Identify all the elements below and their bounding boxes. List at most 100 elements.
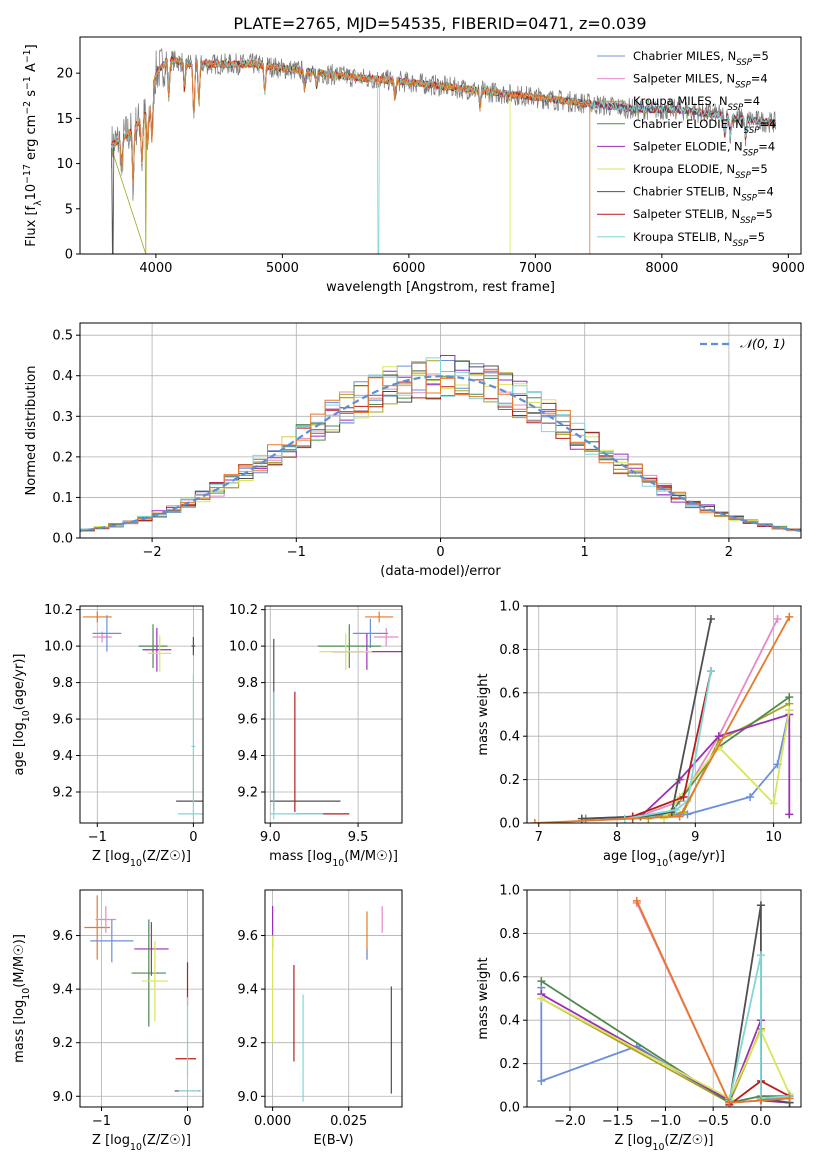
y-axis-label: Normed distribution — [24, 366, 39, 496]
legend-label: Salpeter ELODIE, NSSP=4 — [633, 139, 775, 158]
y-tick-label: 9.4 — [237, 749, 258, 764]
panel-age_vs_Z: −1 0 9.2 9.4 9.6 9.8 10.0 10.2 Z [log10(Z/Z☉)] ag… — [12, 603, 204, 869]
weight-marker — [756, 901, 765, 910]
y-tick-label: 0.6 — [499, 686, 520, 701]
y-tick-label: 9.2 — [237, 786, 258, 801]
y-tick-label: 0.0 — [499, 1101, 520, 1116]
y-tick-label: 0.4 — [52, 369, 73, 384]
x-tick-label: 9 — [691, 830, 699, 845]
x-tick-label: 1 — [581, 545, 589, 560]
weight-marker — [756, 951, 765, 960]
y-tick-label: 9.2 — [237, 1036, 258, 1051]
plot-area — [111, 48, 777, 254]
weight-marker — [679, 792, 688, 801]
errorbar-point — [138, 624, 168, 668]
legend-label: Chabrier MILES, NSSP=5 — [633, 49, 769, 68]
x-axis-label: Z [log10(Z/Z☉)] — [92, 849, 191, 869]
y-tick-label: 10.2 — [44, 603, 73, 618]
y-tick-label: 0.2 — [499, 773, 520, 788]
weight-marker — [706, 667, 715, 676]
errorbar-point — [142, 627, 172, 672]
weight-marker — [725, 1098, 734, 1107]
y-tick-label: 9.2 — [52, 1036, 73, 1051]
weight-marker — [632, 896, 641, 905]
x-axis-label: Z [log10(Z/Z☉)] — [92, 1133, 191, 1153]
legend-label: Chabrier ELODIE, NSSP=4 — [633, 117, 776, 136]
y-axis-label: mass weight — [476, 957, 491, 1039]
weight-marker — [746, 792, 755, 801]
x-tick-label: 6000 — [392, 261, 425, 276]
x-tick-label: 9.5 — [348, 830, 369, 845]
plot-area — [270, 611, 402, 820]
y-tick-label: 1.0 — [499, 884, 520, 899]
legend-label: Salpeter STELIB, NSSP=5 — [633, 207, 773, 226]
weight-marker — [675, 812, 684, 821]
x-tick-label: −2.0 — [554, 1114, 586, 1129]
weight-marker — [785, 810, 794, 819]
y-axis-label: age [log10(age/yr)] — [12, 654, 32, 776]
x-tick-label: −1.0 — [650, 1114, 682, 1129]
gaussian-curve — [80, 375, 801, 533]
y-tick-label: 10.0 — [229, 640, 258, 655]
errorbar-point — [131, 919, 167, 1027]
axes-frame — [79, 36, 802, 255]
x-tick-label: 8 — [613, 830, 621, 845]
x-axis-label: E(B-V) — [313, 1133, 353, 1148]
weight-marker — [785, 706, 794, 715]
legend-label: 𝒩(0, 1) — [740, 336, 786, 351]
legend-label: Kroupa MILES, NSSP=4 — [633, 94, 760, 113]
y-tick-label: 0.8 — [499, 643, 520, 658]
axes-frame — [526, 889, 802, 1108]
weight-line — [540, 980, 790, 1104]
plot-area — [84, 895, 201, 1092]
x-tick-label: 2 — [725, 545, 733, 560]
y-tick-label: 0 — [65, 248, 73, 263]
y-tick-label: 0.8 — [499, 927, 520, 942]
plot-area — [80, 355, 801, 534]
x-tick-label: 0 — [189, 830, 197, 845]
weight-marker — [537, 1076, 546, 1085]
legend-label: Chabrier STELIB, NSSP=4 — [633, 185, 774, 204]
weight-marker — [714, 732, 723, 741]
weight-marker — [660, 814, 668, 823]
errorbar-point — [352, 618, 388, 648]
x-tick-label: 10 — [765, 830, 782, 845]
x-tick-label: −1 — [88, 830, 107, 845]
weight-marker — [769, 799, 778, 808]
y-tick-label: 0.2 — [499, 1057, 520, 1072]
weight-marker — [537, 994, 546, 1003]
y-tick-label: 10 — [56, 157, 73, 172]
y-tick-label: 9.6 — [237, 929, 258, 944]
weight-marker — [785, 612, 794, 621]
x-tick-label: −1 — [92, 1114, 111, 1129]
x-tick-label: 0.000 — [254, 1114, 291, 1129]
x-tick-label: 5000 — [266, 261, 299, 276]
axes-frame — [264, 605, 403, 824]
x-tick-label: 9.0 — [260, 830, 281, 845]
panel-weight_vs_Z: −2.0 −1.5 −1.0 −0.5 0.0 0.0 0.2 0.4 0.6 0.8 1.0 Z [… — [476, 884, 802, 1153]
errorbar-point — [90, 919, 134, 963]
x-tick-label: 7 — [535, 830, 543, 845]
errorbar-point — [317, 624, 381, 668]
weight-line — [540, 997, 791, 1100]
axes-frame — [79, 889, 204, 1108]
y-tick-label: 0.6 — [499, 970, 520, 985]
x-tick-label: −1.5 — [602, 1114, 634, 1129]
axes-frame — [264, 889, 403, 1108]
y-tick-label: 0.3 — [52, 410, 73, 425]
weight-line — [624, 670, 712, 820]
weight-line — [632, 618, 779, 820]
weight-marker — [671, 805, 680, 814]
plot-area — [82, 611, 203, 820]
y-tick-label: 10.0 — [44, 640, 73, 655]
y-tick-label: 9.2 — [52, 786, 73, 801]
y-axis-label: mass weight — [476, 673, 491, 755]
y-tick-label: 0.2 — [52, 450, 73, 465]
weight-line — [534, 616, 791, 823]
legend-label: Salpeter MILES, NSSP=4 — [633, 72, 768, 91]
x-tick-label: 0.0 — [751, 1114, 772, 1129]
y-tick-label: 5 — [65, 202, 73, 217]
y-tick-label: 0.4 — [499, 730, 520, 745]
weight-line — [663, 710, 791, 820]
weight-line — [635, 900, 790, 1104]
